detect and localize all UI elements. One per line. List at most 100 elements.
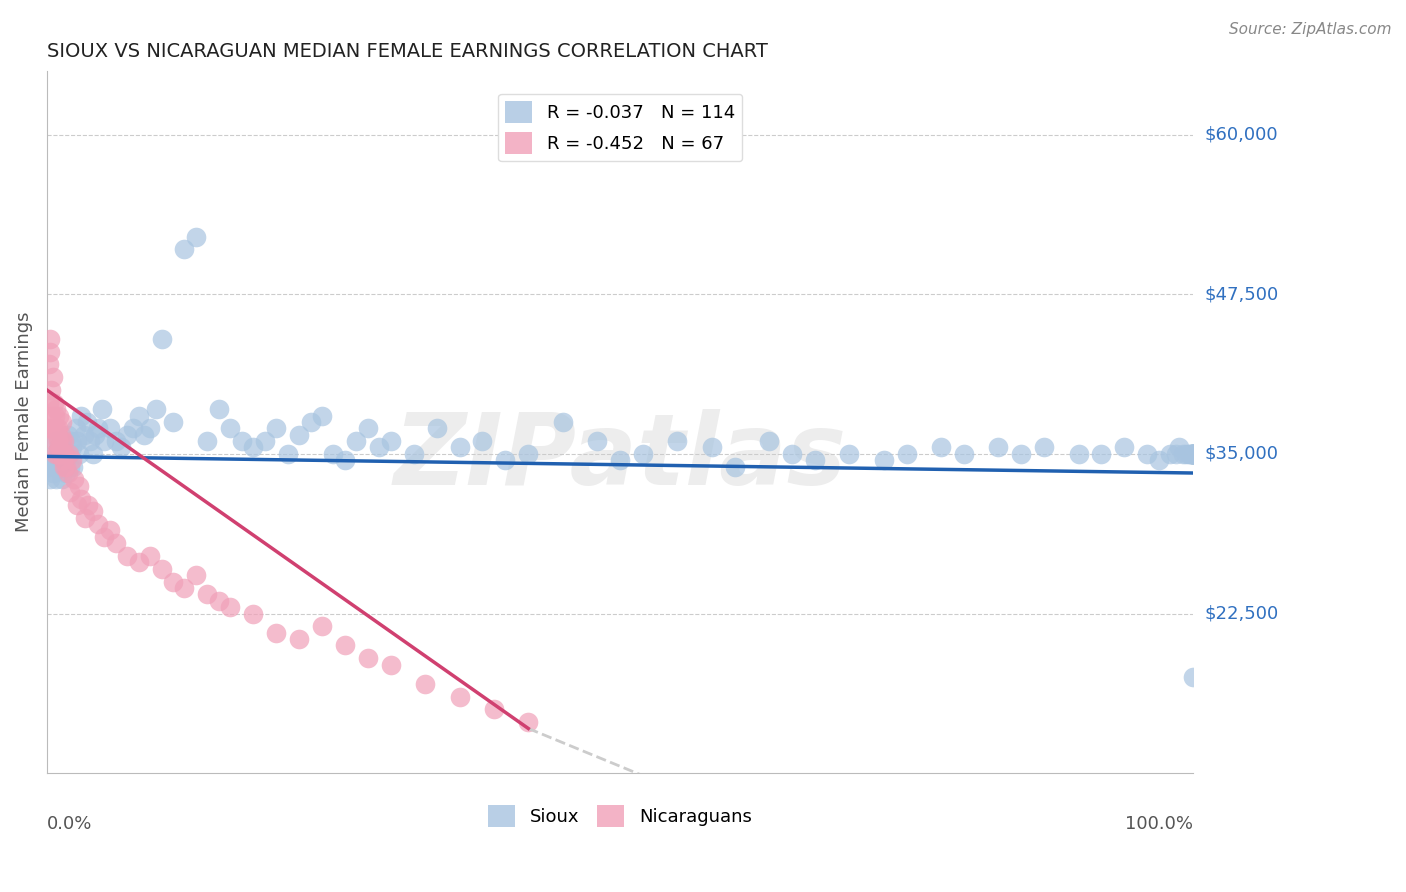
- Y-axis label: Median Female Earnings: Median Female Earnings: [15, 311, 32, 533]
- Point: [42, 434, 65, 448]
- Point: [59, 434, 82, 448]
- Point: [264, 421, 287, 435]
- Text: $47,500: $47,500: [1205, 285, 1278, 303]
- Point: [63, 472, 86, 486]
- Point: [758, 434, 780, 448]
- Point: [173, 581, 195, 595]
- Point: [208, 593, 231, 607]
- Point: [56, 466, 79, 480]
- Point: [39, 472, 62, 486]
- Point: [93, 434, 115, 448]
- Point: [110, 441, 132, 455]
- Point: [139, 549, 162, 563]
- Point: [48, 441, 70, 455]
- Point: [53, 459, 76, 474]
- Point: [84, 427, 107, 442]
- Point: [41, 370, 63, 384]
- Point: [666, 434, 689, 448]
- Point: [1033, 441, 1056, 455]
- Point: [42, 447, 65, 461]
- Legend: R = -0.037   N = 114, R = -0.452   N = 67: R = -0.037 N = 114, R = -0.452 N = 67: [498, 94, 742, 161]
- Point: [551, 415, 574, 429]
- Text: $35,000: $35,000: [1205, 445, 1278, 463]
- Point: [162, 574, 184, 589]
- Point: [52, 447, 75, 461]
- Point: [52, 453, 75, 467]
- Point: [41, 409, 63, 423]
- Point: [79, 434, 101, 448]
- Point: [39, 344, 62, 359]
- Point: [482, 702, 505, 716]
- Point: [98, 524, 121, 538]
- Point: [242, 441, 264, 455]
- Point: [58, 447, 80, 461]
- Point: [98, 421, 121, 435]
- Point: [67, 447, 90, 461]
- Point: [48, 421, 70, 435]
- Text: $60,000: $60,000: [1205, 126, 1278, 144]
- Point: [264, 625, 287, 640]
- Point: [66, 434, 89, 448]
- Text: ZIPatlas: ZIPatlas: [394, 409, 846, 506]
- Point: [87, 421, 110, 435]
- Point: [53, 447, 76, 461]
- Point: [48, 434, 70, 448]
- Point: [87, 517, 110, 532]
- Point: [1168, 441, 1191, 455]
- Point: [311, 619, 333, 633]
- Point: [184, 568, 207, 582]
- Point: [402, 447, 425, 461]
- Point: [104, 536, 127, 550]
- Point: [45, 472, 67, 486]
- Point: [60, 441, 83, 455]
- Point: [896, 447, 918, 461]
- Point: [609, 453, 631, 467]
- Point: [1182, 670, 1205, 684]
- Point: [41, 466, 63, 480]
- Point: [1067, 447, 1090, 461]
- Point: [322, 447, 344, 461]
- Point: [208, 402, 231, 417]
- Point: [65, 421, 87, 435]
- Point: [49, 447, 72, 461]
- Point: [804, 453, 827, 467]
- Point: [357, 421, 380, 435]
- Text: SIOUX VS NICARAGUAN MEDIAN FEMALE EARNINGS CORRELATION CHART: SIOUX VS NICARAGUAN MEDIAN FEMALE EARNIN…: [46, 42, 768, 61]
- Point: [357, 651, 380, 665]
- Point: [1164, 447, 1187, 461]
- Point: [1182, 447, 1205, 461]
- Point: [231, 434, 253, 448]
- Point: [55, 466, 77, 480]
- Point: [1147, 453, 1170, 467]
- Point: [56, 427, 79, 442]
- Point: [344, 434, 367, 448]
- Point: [1177, 447, 1199, 461]
- Point: [872, 453, 894, 467]
- Point: [184, 229, 207, 244]
- Point: [70, 409, 93, 423]
- Point: [44, 453, 66, 467]
- Point: [1182, 447, 1205, 461]
- Point: [929, 441, 952, 455]
- Point: [426, 421, 449, 435]
- Point: [195, 587, 218, 601]
- Point: [517, 447, 540, 461]
- Point: [1182, 447, 1205, 461]
- Point: [115, 549, 138, 563]
- Point: [44, 447, 66, 461]
- Point: [45, 434, 67, 448]
- Text: $22,500: $22,500: [1205, 605, 1278, 623]
- Point: [219, 600, 242, 615]
- Point: [67, 479, 90, 493]
- Point: [66, 498, 89, 512]
- Point: [1182, 447, 1205, 461]
- Point: [311, 409, 333, 423]
- Point: [51, 472, 73, 486]
- Point: [253, 434, 276, 448]
- Text: Source: ZipAtlas.com: Source: ZipAtlas.com: [1229, 22, 1392, 37]
- Point: [1182, 447, 1205, 461]
- Point: [1181, 447, 1204, 461]
- Point: [838, 447, 860, 461]
- Point: [288, 632, 311, 646]
- Text: 0.0%: 0.0%: [46, 815, 93, 833]
